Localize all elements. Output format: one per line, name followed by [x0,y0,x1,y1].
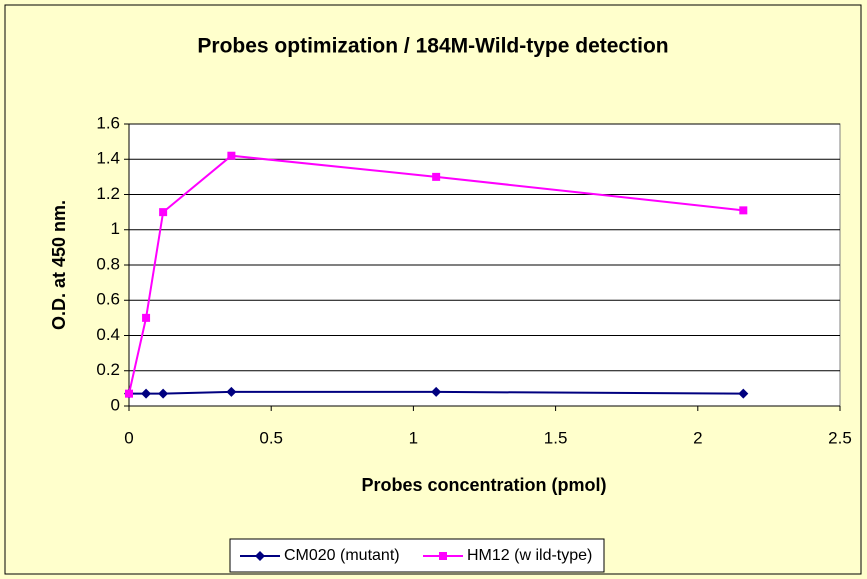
x-tick-label: 1.5 [544,428,568,447]
data-point [159,208,167,216]
x-tick-label: 0.5 [259,428,283,447]
data-point [125,390,133,398]
y-tick-label: 0.6 [96,290,120,309]
legend-label: HM12 (w ild-type) [467,547,592,564]
y-tick-label: 0 [111,395,120,414]
data-point [227,152,235,160]
y-axis-title: O.D. at 450 nm. [49,200,69,330]
legend-label: CM020 (mutant) [284,547,400,564]
legend-marker [439,552,447,560]
y-tick-label: 0.2 [96,360,120,379]
data-point [739,206,747,214]
y-tick-label: 1 [111,219,120,238]
x-tick-label: 2.5 [828,428,852,447]
chart-title: Probes optimization / 184M-Wild-type det… [197,35,668,58]
y-tick-label: 0.8 [96,254,120,273]
x-axis-title: Probes concentration (pmol) [361,475,606,495]
y-tick-label: 0.4 [96,325,120,344]
y-tick-label: 1.2 [96,184,120,203]
y-tick-label: 1.6 [96,113,120,132]
x-tick-label: 2 [693,428,702,447]
data-point [432,173,440,181]
x-tick-label: 0 [124,428,133,447]
x-tick-label: 1 [409,428,418,447]
chart: Probes optimization / 184M-Wild-type det… [0,0,867,579]
data-point [142,314,150,322]
y-tick-label: 1.4 [96,149,120,168]
page: Probes optimization / 184M-Wild-type det… [0,0,867,579]
